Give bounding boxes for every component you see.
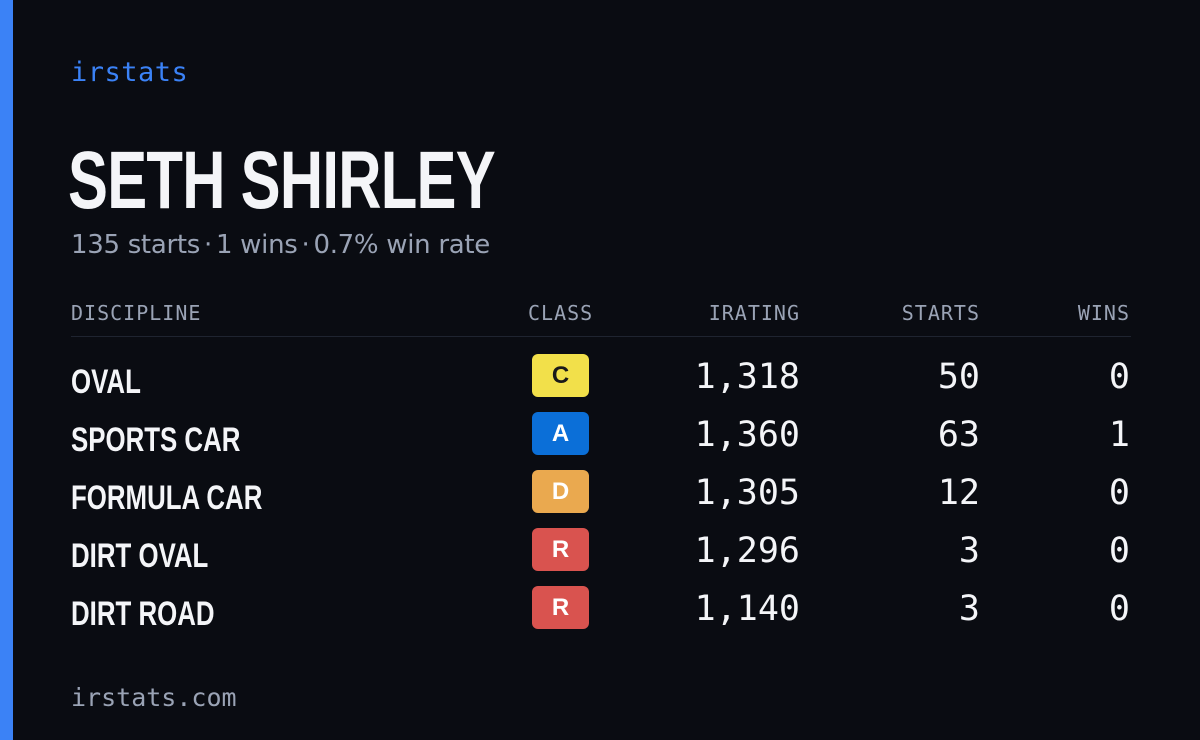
irating-value: 1,360 bbox=[694, 415, 800, 455]
summary-win-rate: 0.7% win rate bbox=[313, 230, 490, 260]
irating-value: 1,318 bbox=[694, 357, 800, 397]
discipline-name: SPORTS CAR bbox=[71, 421, 241, 459]
starts-value: 50 bbox=[937, 357, 980, 397]
irating-value: 1,140 bbox=[694, 589, 800, 629]
accent-bar bbox=[0, 0, 13, 740]
column-header-wins: WINS bbox=[1077, 301, 1130, 325]
summary-separator: · bbox=[204, 230, 212, 260]
class-badge: A bbox=[532, 412, 589, 455]
irating-value: 1,296 bbox=[694, 531, 800, 571]
table-row: FORMULA CAR D 1,305 12 0 bbox=[0, 470, 1200, 528]
driver-name: SETH SHIRLEY bbox=[68, 135, 496, 226]
table-row: DIRT ROAD R 1,140 3 0 bbox=[0, 586, 1200, 644]
discipline-name: OVAL bbox=[71, 363, 141, 401]
wins-value: 0 bbox=[1108, 531, 1130, 571]
starts-value: 3 bbox=[958, 531, 980, 571]
discipline-name: DIRT OVAL bbox=[71, 537, 209, 575]
column-header-discipline: DISCIPLINE bbox=[71, 301, 202, 325]
wins-value: 1 bbox=[1108, 415, 1130, 455]
summary-separator: · bbox=[301, 230, 310, 260]
discipline-name: DIRT ROAD bbox=[71, 595, 215, 633]
summary-wins: 1 wins bbox=[215, 230, 298, 260]
starts-value: 3 bbox=[958, 589, 980, 629]
wins-value: 0 bbox=[1108, 473, 1130, 513]
starts-value: 63 bbox=[937, 415, 980, 455]
wins-value: 0 bbox=[1108, 357, 1130, 397]
wins-value: 0 bbox=[1108, 589, 1130, 629]
starts-value: 12 bbox=[937, 473, 980, 513]
discipline-name: FORMULA CAR bbox=[71, 479, 263, 517]
table-row: OVAL C 1,318 50 0 bbox=[0, 354, 1200, 412]
column-header-starts: STARTS bbox=[901, 301, 980, 325]
column-header-irating: IRATING bbox=[708, 301, 800, 325]
table-row: DIRT OVAL R 1,296 3 0 bbox=[0, 528, 1200, 586]
irating-value: 1,305 bbox=[694, 473, 800, 513]
column-header-class: CLASS bbox=[528, 301, 594, 325]
driver-summary: 135 starts · 1 wins · 0.7% win rate bbox=[71, 228, 490, 262]
class-badge: D bbox=[532, 470, 589, 513]
class-badge: R bbox=[532, 528, 589, 571]
footer-url: irstats.com bbox=[71, 683, 237, 712]
summary-starts: 135 starts bbox=[71, 230, 200, 260]
class-badge: C bbox=[532, 354, 589, 397]
table-row: SPORTS CAR A 1,360 63 1 bbox=[0, 412, 1200, 470]
header-divider bbox=[71, 336, 1131, 337]
class-badge: R bbox=[532, 586, 589, 629]
brand-logo-text: irstats bbox=[71, 57, 189, 88]
